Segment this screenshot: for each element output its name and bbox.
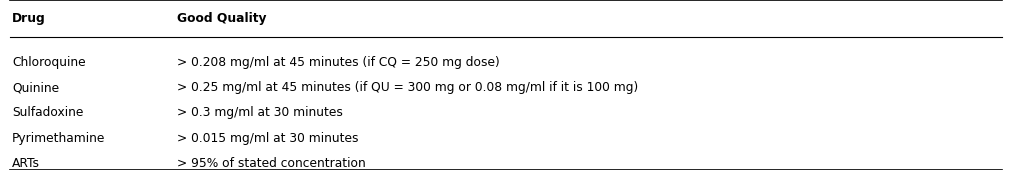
Text: Pyrimethamine: Pyrimethamine bbox=[12, 132, 105, 144]
Text: Drug: Drug bbox=[12, 12, 45, 25]
Text: > 95% of stated concentration: > 95% of stated concentration bbox=[177, 157, 366, 170]
Text: > 0.208 mg/ml at 45 minutes (if CQ = 250 mg dose): > 0.208 mg/ml at 45 minutes (if CQ = 250… bbox=[177, 56, 499, 69]
Text: Sulfadoxine: Sulfadoxine bbox=[12, 106, 84, 119]
Text: ARTs: ARTs bbox=[12, 157, 40, 170]
Text: Quinine: Quinine bbox=[12, 81, 60, 94]
Text: Good Quality: Good Quality bbox=[177, 12, 266, 25]
Text: > 0.015 mg/ml at 30 minutes: > 0.015 mg/ml at 30 minutes bbox=[177, 132, 358, 144]
Text: > 0.25 mg/ml at 45 minutes (if QU = 300 mg or 0.08 mg/ml if it is 100 mg): > 0.25 mg/ml at 45 minutes (if QU = 300 … bbox=[177, 81, 638, 94]
Text: > 0.3 mg/ml at 30 minutes: > 0.3 mg/ml at 30 minutes bbox=[177, 106, 343, 119]
Text: Chloroquine: Chloroquine bbox=[12, 56, 86, 69]
